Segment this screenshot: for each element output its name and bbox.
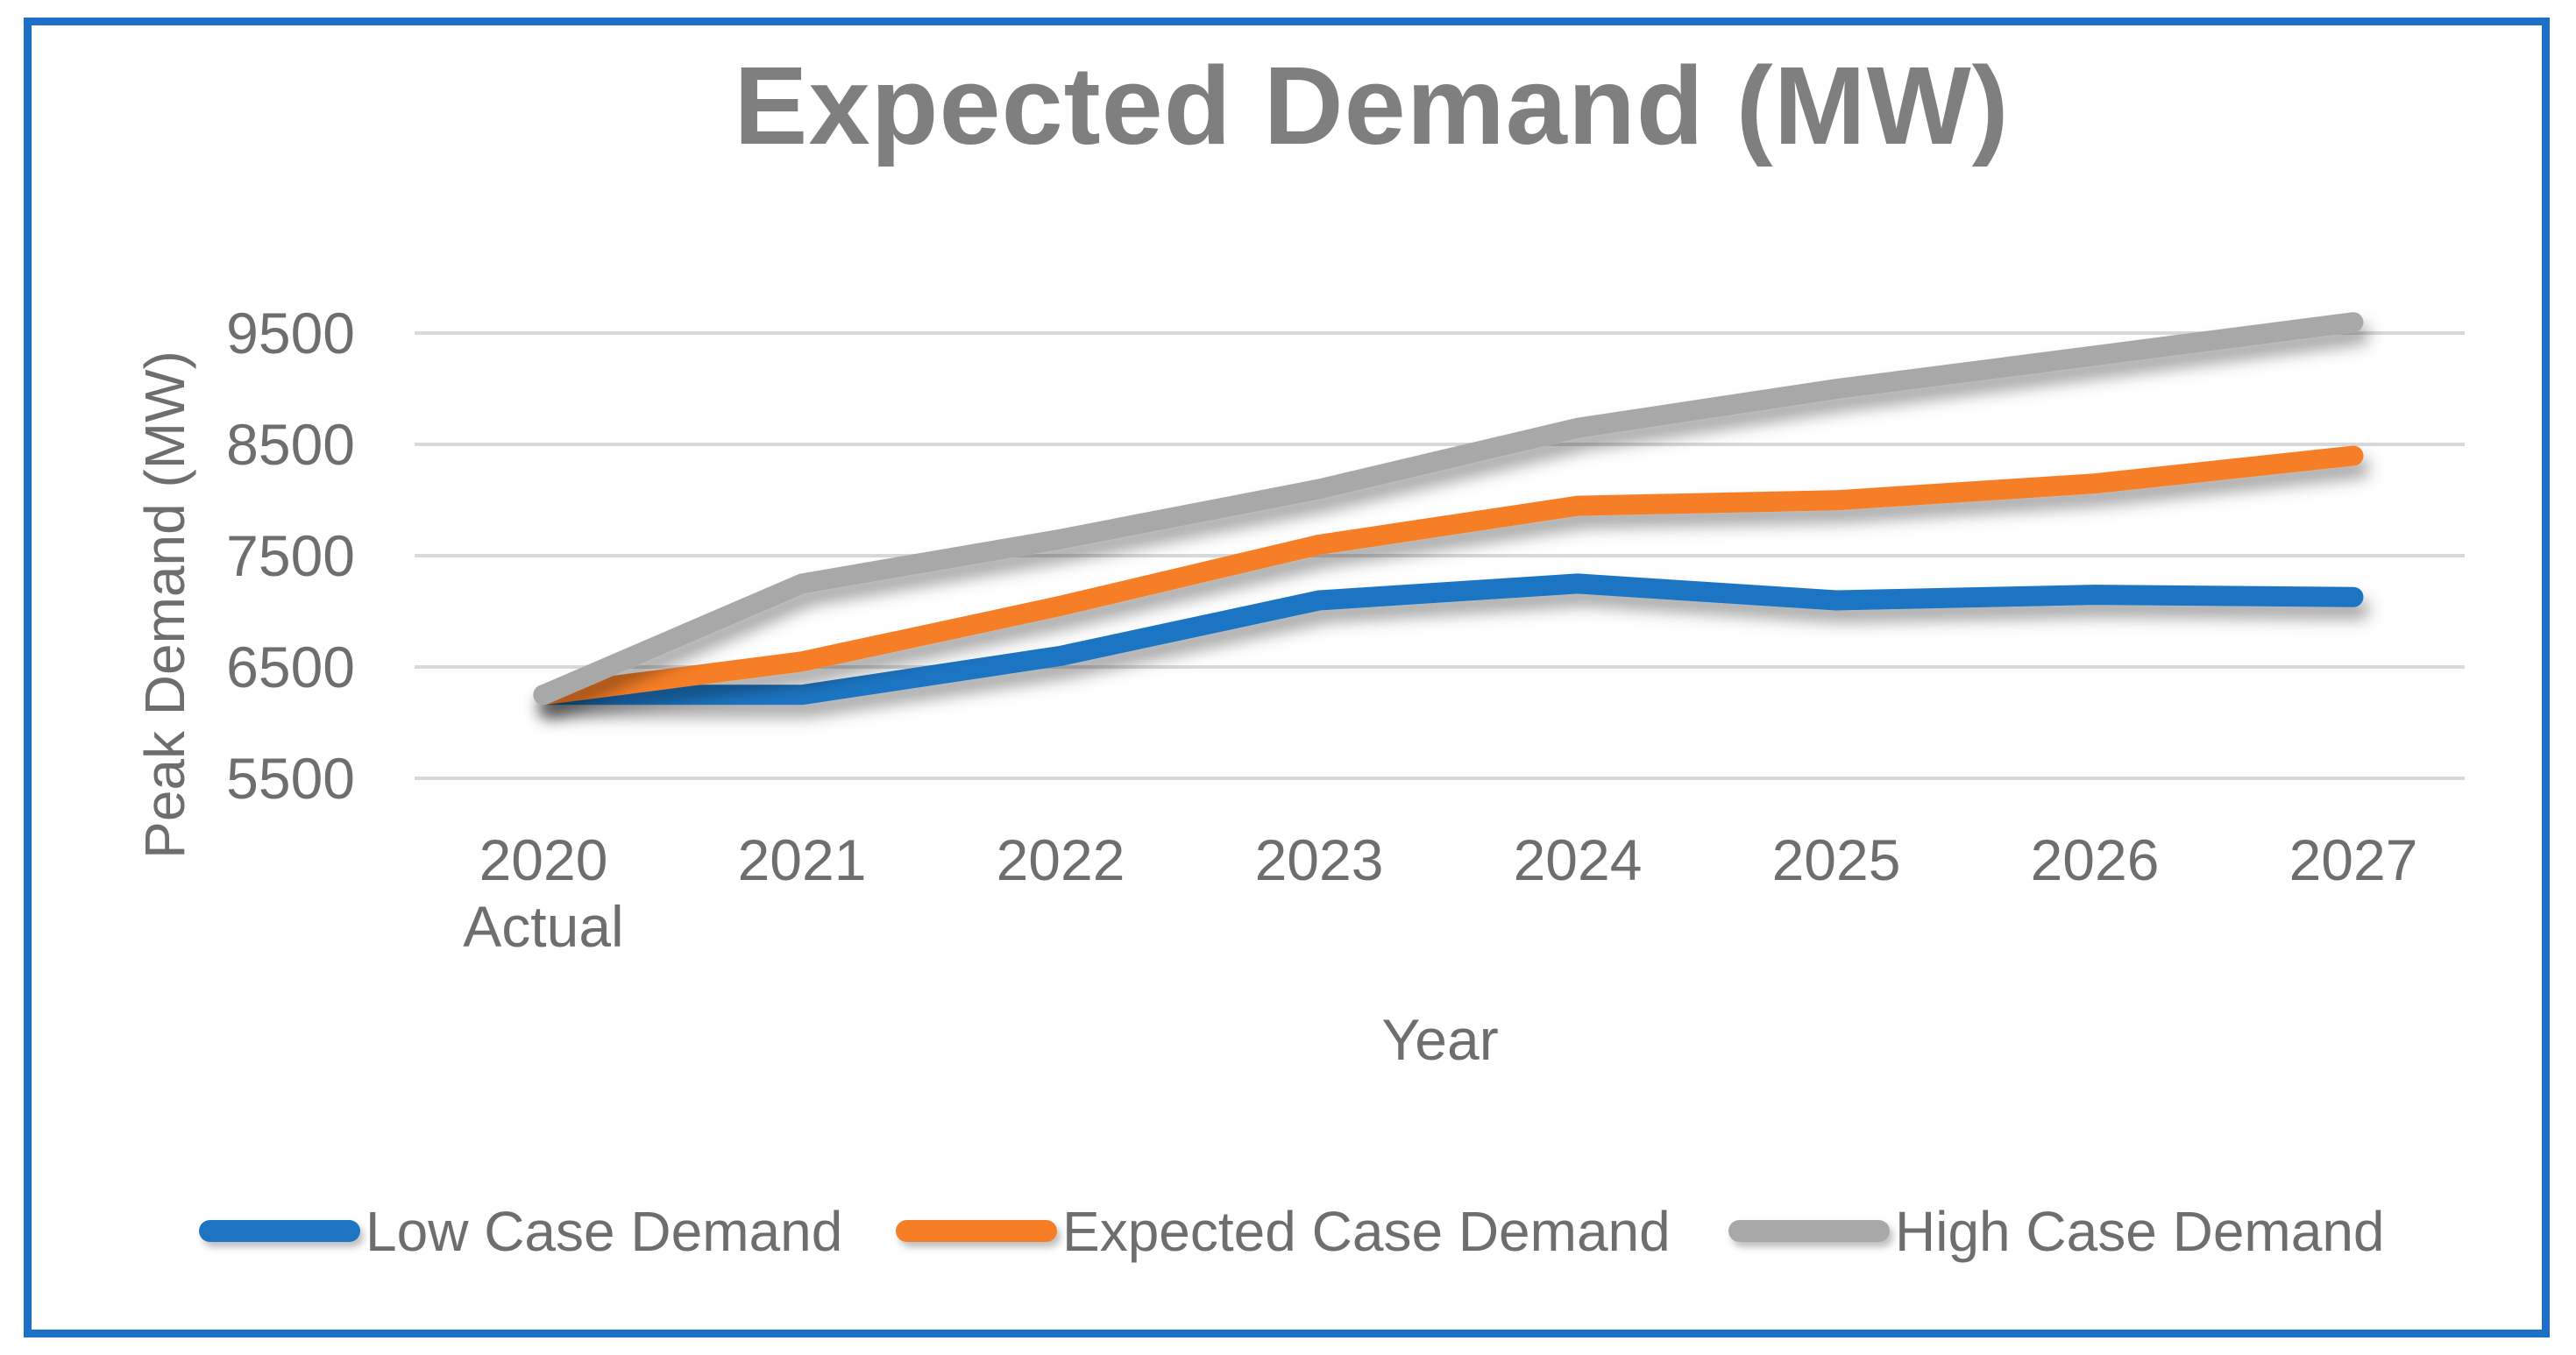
gridline-7500 [415, 554, 2465, 557]
x-tick-year: 2020 [479, 827, 608, 892]
x-tick-label: 2022 [931, 826, 1190, 893]
expected-case-demand-line [533, 445, 2364, 706]
legend-label: Expected Case Demand [1062, 1200, 1671, 1263]
gridline-8500 [415, 443, 2465, 446]
y-tick-label: 5500 [226, 746, 355, 811]
x-tick-year: 2022 [996, 827, 1125, 892]
legend-label: Low Case Demand [365, 1200, 843, 1263]
x-tick-label: 2021 [672, 826, 932, 893]
gridline-9500 [415, 331, 2465, 335]
x-tick-year: 2023 [1254, 827, 1384, 892]
high-case-swatch-icon [1728, 1220, 1890, 1242]
x-tick-label: 2024 [1448, 826, 1707, 893]
high-case-demand-line [533, 312, 2364, 706]
expected-case-swatch-icon [896, 1220, 1057, 1242]
x-tick-label: 2023 [1189, 826, 1449, 893]
x-tick-label: 2026 [1965, 826, 2225, 893]
legend-label: High Case Demand [1895, 1200, 2385, 1263]
chart-title: Expected Demand (MW) [734, 44, 2010, 167]
x-tick-year: 2026 [2030, 827, 2160, 892]
y-tick-label: 7500 [226, 523, 355, 588]
chart-border [24, 18, 2550, 1337]
x-tick-label: 2020 Actual [414, 826, 673, 960]
x-tick-year: 2024 [1513, 827, 1643, 892]
y-tick-label: 8500 [226, 412, 355, 477]
x-tick-label: 2027 [2224, 826, 2483, 893]
x-tick-note: Actual [463, 894, 624, 959]
x-tick-label: 2025 [1707, 826, 1966, 893]
low-case-swatch-icon [199, 1220, 360, 1242]
gridline-6500 [415, 665, 2465, 669]
x-tick-year: 2027 [2289, 827, 2418, 892]
low-case-demand-line [533, 573, 2364, 706]
y-tick-label: 6500 [226, 635, 355, 699]
y-tick-label: 9500 [226, 301, 355, 365]
x-tick-year: 2025 [1771, 827, 1901, 892]
x-axis-title: Year [1381, 1007, 1499, 1072]
gridline-5500 [415, 777, 2465, 780]
x-tick-year: 2021 [737, 827, 867, 892]
